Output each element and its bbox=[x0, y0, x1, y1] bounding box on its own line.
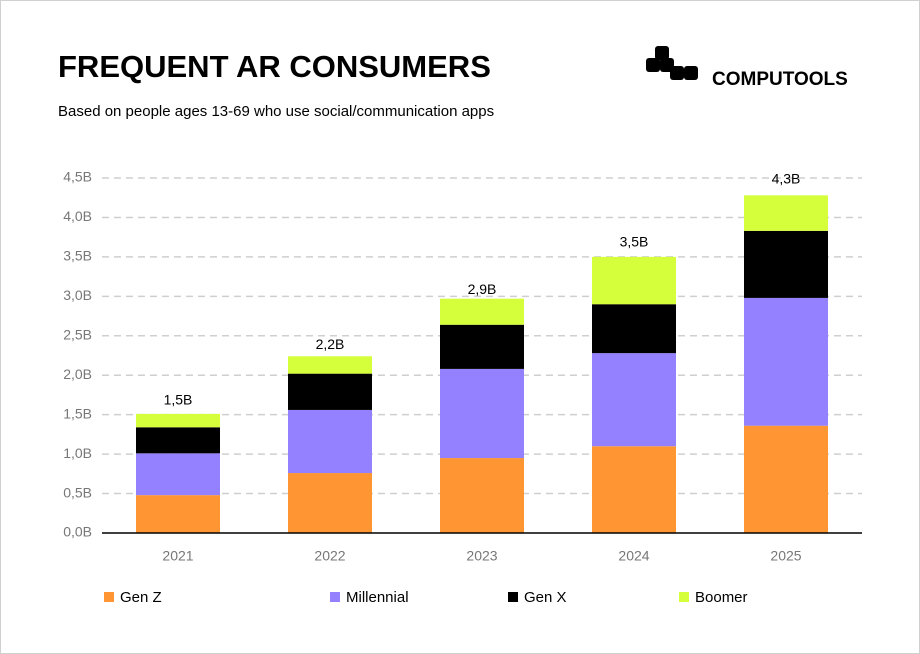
legend-label: Gen Z bbox=[120, 589, 162, 606]
legend-label: Boomer bbox=[695, 589, 748, 606]
legend-swatch bbox=[679, 592, 689, 602]
y-tick-label: 1,5B bbox=[63, 405, 92, 421]
bar-segment bbox=[440, 368, 524, 459]
x-tick-label: 2022 bbox=[314, 548, 345, 564]
bar-segment bbox=[592, 353, 676, 447]
bar-segment bbox=[592, 304, 676, 354]
y-tick-label: 0,5B bbox=[63, 484, 92, 500]
legend-label: Gen X bbox=[524, 589, 567, 606]
bar-segment bbox=[592, 256, 676, 305]
bar-segment bbox=[288, 409, 372, 474]
y-tick-label: 3,0B bbox=[63, 287, 92, 303]
brand-name: COMPUTOOLS bbox=[712, 69, 848, 90]
chart-subtitle: Based on people ages 13-69 who use socia… bbox=[58, 103, 494, 120]
total-label: 3,5B bbox=[620, 234, 649, 250]
bar-segment bbox=[744, 230, 828, 298]
y-tick-label: 4,5B bbox=[63, 169, 92, 185]
bar-segment bbox=[440, 458, 524, 533]
bar-segment bbox=[592, 446, 676, 533]
y-tick-label: 1,0B bbox=[63, 445, 92, 461]
bar-segment bbox=[440, 298, 524, 325]
total-label: 2,2B bbox=[316, 336, 345, 352]
chart-title: FREQUENT AR CONSUMERS bbox=[58, 49, 491, 84]
bar-segment bbox=[288, 356, 372, 374]
y-tick-label: 4,0B bbox=[63, 208, 92, 224]
bar-segment bbox=[288, 373, 372, 410]
total-label: 1,5B bbox=[164, 391, 193, 407]
y-tick-label: 0,0B bbox=[63, 524, 92, 540]
legend-label: Millennial bbox=[346, 589, 409, 606]
bar-segment bbox=[136, 495, 220, 533]
bar-segment bbox=[744, 297, 828, 426]
brand-logo bbox=[646, 46, 698, 80]
bar-segment bbox=[136, 413, 220, 428]
bar-segment bbox=[744, 425, 828, 533]
bar-segment bbox=[136, 427, 220, 454]
total-label: 4,3B bbox=[772, 170, 801, 186]
total-label: 2,9B bbox=[468, 281, 497, 297]
x-tick-label: 2024 bbox=[618, 548, 649, 564]
bar-segment bbox=[440, 324, 524, 369]
x-tick-label: 2021 bbox=[162, 548, 193, 564]
bar-segment bbox=[744, 195, 828, 231]
legend-swatch bbox=[104, 592, 114, 602]
y-tick-label: 2,5B bbox=[63, 326, 92, 342]
y-tick-label: 2,0B bbox=[63, 366, 92, 382]
y-tick-label: 3,5B bbox=[63, 248, 92, 264]
x-tick-label: 2025 bbox=[770, 548, 801, 564]
legend-swatch bbox=[508, 592, 518, 602]
x-tick-label: 2023 bbox=[466, 548, 497, 564]
legend-swatch bbox=[330, 592, 340, 602]
bar-segment bbox=[288, 473, 372, 533]
bar-segment bbox=[136, 453, 220, 496]
